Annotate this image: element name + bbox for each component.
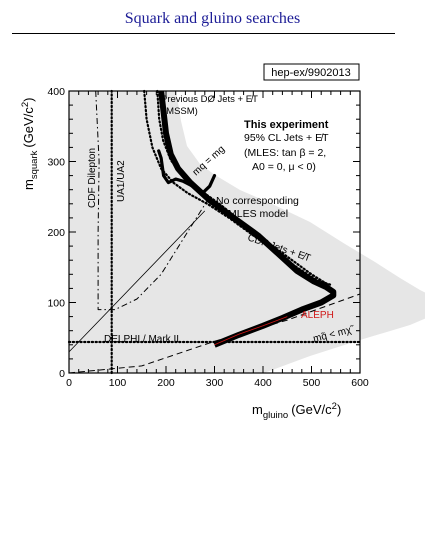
label-mles-2: A0 = 0, μ < 0): [252, 161, 316, 173]
series-previous_d0: [143, 89, 332, 286]
y-tick-label: 100: [47, 298, 65, 310]
page-title: Squark and gluino searches: [124, 10, 301, 27]
label-delphi: DELPHI / Mark II: [104, 334, 179, 345]
series-this_experiment: [159, 90, 336, 347]
y-tick-label: 400: [47, 86, 65, 98]
series-cdf_jets: [156, 89, 330, 286]
series-aleph: [214, 316, 288, 346]
x-tick-label: 500: [303, 377, 321, 389]
label-previous-d0: Previous DØ Jets + E̸T: [161, 94, 258, 105]
series-neutralino_bound: [68, 293, 361, 374]
label-aleph: ALEPH: [301, 310, 334, 321]
y-tick-label: 0: [59, 368, 65, 380]
x-tick-label: 200: [157, 377, 175, 389]
label-ua1-ua2: UA1/UA2: [116, 160, 127, 202]
label-cl-jets: 95% CL Jets + E̸T: [244, 132, 329, 144]
x-tick-label: 0: [66, 377, 72, 389]
label-cdf-dilepton: CDF Dilepton: [87, 148, 98, 208]
series-diagonal: [68, 210, 206, 353]
series-mq_eq_mg: [157, 149, 217, 195]
label-mssm: (MSSM): [163, 106, 198, 117]
y-tick-label: 300: [47, 157, 65, 169]
label-mles-1: (MLES: tan β = 2,: [244, 147, 326, 159]
x-axis-label: mgluino (GeV/c2): [252, 401, 341, 421]
x-tick-label: 300: [206, 377, 224, 389]
title-rule: [12, 33, 395, 34]
label-no-corresponding: No corresponding: [216, 195, 299, 207]
label-this-experiment: This experiment: [244, 119, 329, 131]
reference-label: hep-ex/9902013: [271, 67, 351, 79]
label-mles-model: MLES model: [228, 208, 288, 220]
y-tick-label: 200: [47, 227, 65, 239]
reference-box: [263, 63, 360, 81]
x-tick-label: 400: [254, 377, 272, 389]
series-cdf_dilepton: [95, 90, 211, 311]
x-tick-label: 600: [351, 377, 369, 389]
y-axis-label: msquark(GeV/c2): [20, 98, 40, 190]
x-tick-label: 100: [109, 377, 127, 389]
